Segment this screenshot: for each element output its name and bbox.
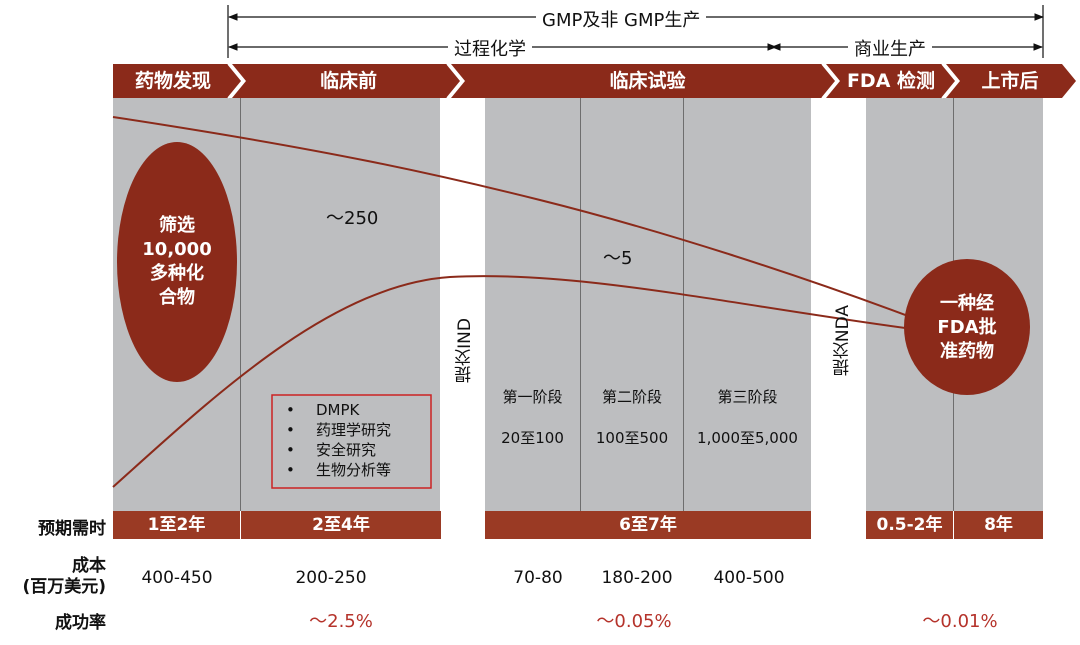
phase2-subjects: 100至500 xyxy=(595,429,669,447)
column-phase2 xyxy=(581,98,683,511)
stage-chevron-clinical xyxy=(451,64,836,98)
cost-phase1: 70-80 xyxy=(513,568,563,588)
phase3-name: 第三阶段 xyxy=(717,388,778,406)
phase3-subjects: 1,000至5,000 xyxy=(697,429,798,447)
list-item: • DMPK xyxy=(286,401,360,419)
stage-chevron-discovery xyxy=(113,64,242,98)
duration-preclinical: 2至4年 xyxy=(241,511,441,539)
stage-discovery-label: 药物发现 xyxy=(134,70,211,92)
cost-phase3: 400-500 xyxy=(713,568,785,588)
list-item: • 药理学研究 xyxy=(286,421,392,439)
stage-fda-label: FDA 检测 xyxy=(846,70,936,92)
phase1-name: 第一阶段 xyxy=(502,388,563,406)
cost-discovery: 400-450 xyxy=(141,568,213,588)
stage-chevron-fda xyxy=(826,64,956,98)
preclinical-activities-list: • DMPK • 药理学研究 • 安全研究 • 生物分析等 xyxy=(286,400,391,480)
duration-clinical: 6至7年 xyxy=(485,511,811,539)
success-rate-approval: ～0.01% xyxy=(922,611,998,632)
cost-row-label: 成本 (百万美元) xyxy=(22,556,106,597)
success-rate-row-label: 成功率 xyxy=(55,613,106,633)
column-phase1 xyxy=(485,98,580,511)
list-item: • 安全研究 xyxy=(286,441,377,459)
process-chemistry-label: 过程化学 xyxy=(448,35,532,61)
gmp-range-label: GMP及非 GMP生产 xyxy=(536,6,707,32)
column-preclinical xyxy=(241,98,440,511)
nda-submission-label: 提交NDA xyxy=(833,305,853,377)
stage-post-market-label: 上市后 xyxy=(981,70,1039,92)
screening-oval xyxy=(117,142,237,382)
stage-chevron-preclinical xyxy=(232,64,461,98)
approved-drug-oval xyxy=(904,259,1030,395)
duration-post-market: 8年 xyxy=(954,511,1043,539)
phase2-name: 第二阶段 xyxy=(601,388,662,406)
stage-preclinical-label: 临床前 xyxy=(319,70,377,92)
compound-attrition-curve xyxy=(112,116,925,323)
commercial-production-label: 商业生产 xyxy=(848,35,932,61)
cost-preclinical: 200-250 xyxy=(295,568,367,588)
success-rate-clinical: ～0.05% xyxy=(596,611,672,632)
stage-clinical-label: 临床试验 xyxy=(609,70,686,92)
preclinical-count: ～250 xyxy=(326,208,379,229)
column-divider xyxy=(683,98,684,511)
success-rate-preclinical: ～2.5% xyxy=(309,611,373,632)
stage-chevron-post-market xyxy=(946,64,1076,98)
column-divider xyxy=(580,98,581,511)
duration-fda: 0.5-2年 xyxy=(866,511,953,539)
preclinical-activities-box xyxy=(271,394,432,489)
clinical-count: ～5 xyxy=(603,248,633,269)
column-divider xyxy=(240,98,241,511)
approved-drug-text: 一种经 FDA批 准药物 xyxy=(937,293,997,362)
cost-success-curve xyxy=(112,275,921,488)
list-item: • 生物分析等 xyxy=(286,461,392,479)
duration-row-label: 预期需时 xyxy=(38,519,106,539)
phase1-subjects: 20至100 xyxy=(501,429,564,447)
ind-submission-label: 提交IND xyxy=(455,318,475,383)
cost-phase2: 180-200 xyxy=(601,568,673,588)
duration-discovery: 1至2年 xyxy=(113,511,240,539)
screening-oval-text: 筛选 10,000 多种化 合物 xyxy=(142,215,212,308)
